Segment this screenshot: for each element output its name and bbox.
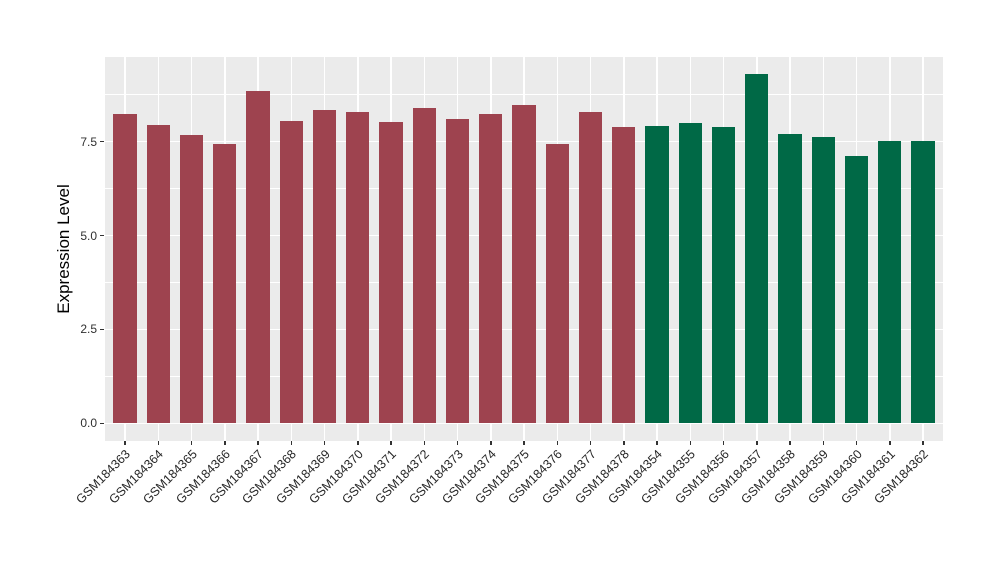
x-tick-mark	[190, 441, 193, 445]
bar-GSM184356	[711, 126, 736, 424]
bar-GSM184371	[379, 121, 403, 424]
y-tick-label: 5.0	[80, 228, 97, 243]
bar-GSM184367	[246, 90, 270, 424]
y-tick-mark	[100, 234, 104, 237]
x-tick-mark	[357, 441, 359, 445]
y-tick-label: 2.5	[80, 322, 97, 337]
x-tick-mark	[656, 441, 658, 445]
x-tick-mark	[589, 441, 592, 445]
bar-GSM184370	[346, 111, 370, 424]
plot-panel	[105, 57, 943, 441]
bar-GSM184354	[645, 125, 669, 424]
y-tick-label: 0.0	[80, 416, 97, 431]
x-tick-mark	[789, 441, 791, 445]
x-tick-mark	[390, 441, 392, 445]
y-tick-mark	[100, 140, 104, 143]
x-tick-mark	[157, 441, 159, 445]
x-tick-mark	[490, 441, 492, 445]
bar-GSM184374	[479, 113, 503, 424]
y-tick-label: 7.5	[80, 134, 97, 149]
bar-GSM184375	[512, 104, 536, 424]
y-tick-mark	[100, 422, 104, 425]
x-tick-mark	[323, 441, 326, 445]
x-tick-mark	[456, 441, 459, 445]
bar-GSM184357	[745, 74, 769, 424]
bar-GSM184362	[911, 140, 935, 424]
x-tick-mark	[224, 441, 226, 445]
y-axis-title: Expression Level	[54, 184, 73, 314]
x-tick-mark	[855, 441, 858, 445]
bar-GSM184363	[113, 114, 137, 424]
x-tick-mark	[290, 441, 292, 445]
bar-GSM184365	[179, 134, 204, 424]
bar-GSM184377	[578, 111, 603, 424]
x-tick-mark	[822, 441, 824, 445]
x-tick-mark	[423, 441, 425, 445]
x-tick-mark	[623, 441, 625, 445]
bar-GSM184364	[146, 125, 170, 424]
bar-GSM184355	[678, 122, 702, 424]
y-tick-mark	[100, 328, 104, 331]
x-tick-mark	[722, 441, 725, 445]
x-tick-mark	[257, 441, 259, 445]
bar-GSM184358	[778, 134, 802, 424]
x-tick-mark	[523, 441, 525, 445]
x-tick-mark	[124, 441, 126, 445]
bar-GSM184360	[844, 155, 869, 424]
bar-GSM184359	[811, 137, 835, 424]
bar-GSM184378	[612, 127, 636, 424]
x-tick-mark	[889, 441, 891, 445]
x-tick-mark	[556, 441, 558, 445]
bar-GSM184376	[545, 143, 569, 424]
bar-GSM184373	[445, 119, 470, 424]
bar-GSM184372	[412, 107, 436, 424]
x-tick-mark	[922, 441, 924, 445]
bar-GSM184369	[312, 109, 337, 424]
bar-GSM184361	[878, 140, 902, 424]
x-tick-mark	[756, 441, 758, 445]
bar-GSM184368	[279, 121, 303, 424]
x-tick-mark	[689, 441, 691, 445]
bar-GSM184366	[213, 143, 237, 424]
